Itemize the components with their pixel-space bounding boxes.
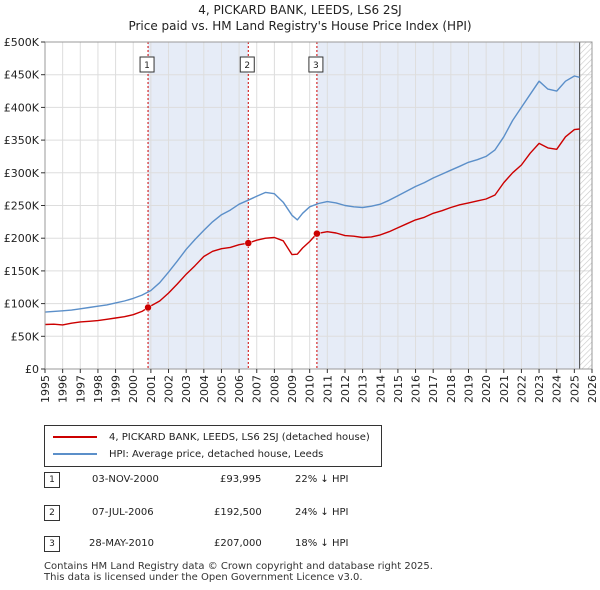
sale-marker-badge: 3: [308, 56, 324, 73]
future-hatch-area: [579, 42, 592, 369]
legend-item-property: 4, PICKARD BANK, LEEDS, LS6 2SJ (detache…: [53, 430, 370, 444]
sale-marker-label: 2: [244, 61, 250, 71]
x-tick-label: 2017: [427, 375, 440, 403]
y-tick-label: £300K: [4, 167, 40, 180]
x-tick-label: 2007: [251, 375, 264, 403]
sale-marker-lines: 1 2 3: [139, 42, 324, 369]
legend-item-hpi: HPI: Average price, detached house, Leed…: [53, 447, 323, 461]
series-lines: [44, 75, 580, 326]
x-tick-label: 2024: [551, 375, 564, 403]
transaction-number: 1: [44, 472, 60, 488]
x-tick-label: 2016: [410, 375, 423, 403]
x-tick-label: 1996: [57, 375, 70, 403]
x-tick-label: 1999: [110, 375, 123, 403]
x-tick-label: 2014: [374, 375, 387, 403]
x-tick-label: 2019: [462, 375, 475, 403]
transaction-delta: 24% ↓ HPI: [295, 507, 349, 518]
x-tick-label: 2022: [515, 375, 528, 403]
x-tick-label: 2012: [339, 375, 352, 403]
y-tick-label: £400K: [4, 101, 40, 114]
x-tick-label: 2006: [233, 375, 246, 403]
transaction-price: £192,500: [214, 507, 262, 518]
x-tick-label: 2003: [180, 375, 193, 403]
series-line-property: [44, 128, 580, 326]
table-row: 1 03-NOV-2000 £93,995 22% ↓ HPI: [44, 472, 404, 490]
footer-line-2: This data is licensed under the Open Gov…: [44, 572, 363, 583]
y-tick-label: £500K: [4, 36, 40, 49]
x-tick-label: 2005: [215, 375, 228, 403]
sale-marker-label: 1: [144, 61, 150, 71]
y-tick-label: £50K: [11, 330, 40, 343]
x-tick-label: 2011: [321, 375, 334, 403]
x-tick-label: 1998: [92, 375, 105, 403]
y-tick-label: £200K: [4, 232, 40, 245]
legend-swatch-hpi: [53, 453, 97, 455]
x-tick-label: 2000: [127, 375, 140, 403]
sale-marker-box: [139, 56, 155, 73]
chart-title: 4, PICKARD BANK, LEEDS, LS6 2SJ: [198, 3, 402, 17]
x-tick-label: 2013: [357, 375, 370, 403]
footer: Contains HM Land Registry data © Crown c…: [44, 561, 433, 583]
sale-point: [144, 303, 152, 312]
table-row: 2 07-JUL-2006 £192,500 24% ↓ HPI: [44, 505, 404, 523]
sale-points: [144, 229, 321, 312]
footer-line-1: Contains HM Land Registry data © Crown c…: [44, 561, 433, 572]
sale-point: [313, 229, 321, 238]
sale-marker-badge: 1: [139, 56, 155, 73]
x-tick-label: 2010: [304, 375, 317, 403]
transaction-delta: 18% ↓ HPI: [295, 538, 349, 549]
sale-point: [244, 239, 253, 247]
transaction-date: 07-JUL-2006: [92, 507, 154, 518]
x-tick-label: 2004: [198, 375, 211, 403]
y-tick-label: £250K: [4, 200, 40, 213]
x-tick-label: 2002: [163, 375, 176, 403]
legend-swatch-property: [53, 436, 97, 438]
y-tick-label: £150K: [4, 265, 40, 278]
transaction-delta: 22% ↓ HPI: [295, 474, 349, 485]
y-tick-label: £100K: [4, 298, 40, 311]
sale-marker-label: 3: [313, 61, 319, 71]
transaction-number: 2: [44, 505, 60, 521]
x-tick-label: 1997: [74, 375, 87, 403]
sale-marker-box: [308, 56, 324, 73]
transaction-date: 03-NOV-2000: [92, 474, 159, 485]
future-hatch: [579, 42, 592, 369]
transaction-price: £93,995: [220, 474, 262, 485]
sale-marker-box: [239, 56, 255, 73]
transaction-price: £207,000: [214, 538, 262, 549]
series-line-hpi: [44, 75, 580, 313]
legend: 4, PICKARD BANK, LEEDS, LS6 2SJ (detache…: [44, 425, 382, 467]
x-tick-label: 2020: [480, 375, 493, 403]
x-tick-label: 2015: [392, 375, 405, 403]
y-tick-label: £450K: [4, 69, 40, 82]
x-tick-label: 2008: [268, 375, 281, 403]
price-chart: 1 2 3 £0 £50K £100K £150K £200K £250K £300K £350K…: [4, 36, 599, 403]
legend-label-hpi: HPI: Average price, detached house, Leed…: [109, 448, 324, 460]
x-tick-label: 2023: [533, 375, 546, 403]
x-tick-label: 2025: [568, 375, 581, 403]
x-tick-label: 2018: [445, 375, 458, 403]
sale-marker-badge: 2: [239, 56, 255, 73]
y-tick-label: £350K: [4, 134, 40, 147]
axes: £0 £50K £100K £150K £200K £250K £300K £350K £400…: [4, 36, 599, 403]
legend-label-property: 4, PICKARD BANK, LEEDS, LS6 2SJ (detache…: [109, 431, 370, 443]
x-tick-label: 2026: [586, 375, 599, 403]
y-tick-label: £0: [25, 363, 39, 376]
chart-subtitle: Price paid vs. HM Land Registry's House …: [128, 19, 472, 33]
x-tick-label: 1995: [39, 375, 52, 403]
transaction-number: 3: [44, 536, 60, 552]
x-tick-label: 2021: [498, 375, 511, 403]
x-tick-label: 2001: [145, 375, 158, 403]
transaction-date: 28-MAY-2010: [89, 538, 155, 549]
table-row: 3 28-MAY-2010 £207,000 18% ↓ HPI: [44, 536, 404, 554]
x-tick-label: 2009: [286, 375, 299, 403]
